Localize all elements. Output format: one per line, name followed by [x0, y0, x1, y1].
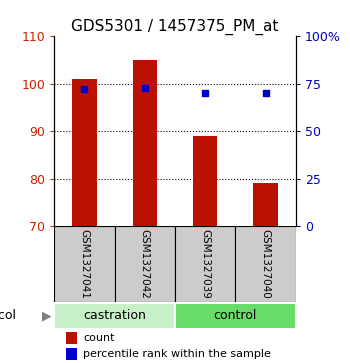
Text: castration: castration: [83, 309, 146, 322]
FancyBboxPatch shape: [175, 303, 296, 329]
FancyBboxPatch shape: [175, 226, 235, 302]
FancyBboxPatch shape: [115, 226, 175, 302]
Text: GSM1327042: GSM1327042: [140, 229, 150, 299]
Bar: [72, 79, 97, 226]
Point: [142, 85, 148, 90]
Point: [263, 90, 268, 96]
Bar: [193, 136, 217, 226]
Text: GSM1327041: GSM1327041: [79, 229, 90, 299]
Text: GSM1327040: GSM1327040: [260, 229, 271, 299]
Text: ▶: ▶: [42, 309, 52, 322]
Point: [82, 86, 87, 92]
FancyBboxPatch shape: [54, 303, 175, 329]
Bar: [253, 183, 278, 226]
Bar: [66, 332, 77, 344]
FancyBboxPatch shape: [54, 226, 115, 302]
Point: [202, 90, 208, 96]
Text: control: control: [214, 309, 257, 322]
Title: GDS5301 / 1457375_PM_at: GDS5301 / 1457375_PM_at: [71, 19, 279, 35]
Text: protocol: protocol: [0, 309, 17, 322]
FancyBboxPatch shape: [235, 226, 296, 302]
Text: percentile rank within the sample: percentile rank within the sample: [83, 348, 271, 359]
Text: GSM1327039: GSM1327039: [200, 229, 210, 299]
Bar: [66, 348, 77, 360]
Text: count: count: [83, 333, 115, 343]
Bar: [133, 60, 157, 226]
